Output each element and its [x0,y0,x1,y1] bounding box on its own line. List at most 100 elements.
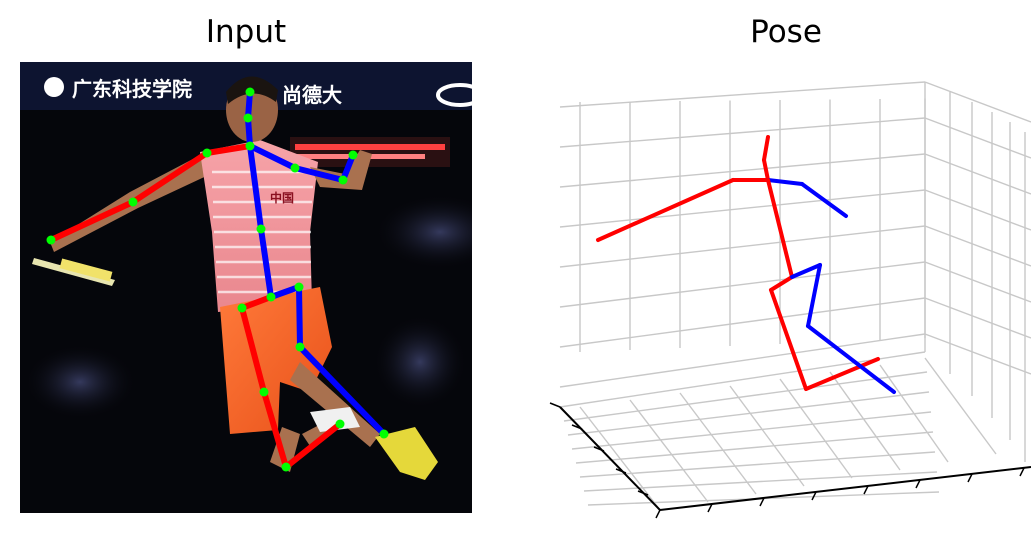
axis-x-tick-3 [811,491,817,501]
axis-x-tick-0 [655,509,661,519]
axis-x-tick-2 [759,497,765,507]
grid-floor-v-1 [629,399,709,503]
skeleton-2d [46,87,389,472]
grid-right-h-6 [924,297,1031,339]
axis-x-tick-4 [863,485,869,495]
joint-2d-rwr [46,235,56,245]
joint-2d-rtoe [335,419,345,429]
axis-x-line [659,466,1031,511]
grid-back-h-0 [559,81,926,108]
pose-panel-title: Pose [750,14,822,50]
bone-3d-chest-hip [766,178,794,279]
grid-back-h-2 [559,153,926,188]
bone-3d-hip-rhip [769,275,794,292]
bone-2d-neck-chest [245,115,253,149]
axis-x-tick-1 [707,503,713,513]
axis-x-tick-7 [1019,467,1025,477]
grid-floor-d-1 [563,371,928,422]
grid-back-h-4 [559,225,926,268]
bone-2d-chest-spine [247,143,264,232]
joint-2d-lsh [290,163,300,173]
grid-right-h-1 [924,117,1031,159]
grid-right-h-5 [924,261,1031,303]
banner-text-right: 尚德大 [282,83,342,107]
bone-3d-neck-chest [762,158,770,182]
pose-3d-grid [549,81,1031,519]
joint-2d-rknee [259,387,269,397]
grid-floor-d-4 [575,431,934,464]
banner: 广东科技学院 尚德大 [44,77,472,107]
joint-2d-lwr [348,150,358,160]
grid-floor-v-2 [679,392,757,495]
grid-back-h-6 [559,297,926,348]
axis-y-tick-3 [615,468,627,474]
grid-floor-d-0 [559,351,926,408]
bone-3d-hip-lhip [790,263,822,279]
grid-right-h-4 [924,225,1031,267]
bone-3d-top-neck [762,135,770,162]
bone-3d-chest-lsh [766,178,804,186]
grid-back-h-7 [559,333,926,388]
bone-2d-rhip-rknee [239,305,267,395]
grid-floor-v-7 [924,357,997,455]
axis-y-tick-2 [593,446,605,452]
joint-2d-spine [256,224,266,234]
grid-right-h-7 [924,333,1031,375]
axis-y-tick-0 [549,402,561,408]
joint-2d-rsh [202,148,212,158]
joint-2d-hip [266,292,276,302]
grid-back-h-1 [559,117,926,148]
joint-2d-chest [245,141,255,151]
grid-right-h-0 [924,81,1031,123]
grid-floor-d-5 [579,451,936,478]
bone-3d-rknee-rfoot [804,357,880,391]
joint-2d-lknee [295,342,305,352]
joint-2d-lelb [338,175,348,185]
bone-2d-chest-lsh [247,143,298,171]
axis-x-tick-5 [915,479,921,489]
joint-2d-relb [128,197,138,207]
grid-floor-v-0 [579,406,661,511]
grid-floor-v-3 [729,385,805,487]
banner-text-left: 广东科技学院 [72,77,192,101]
grid-back-h-5 [559,261,926,308]
grid-right-h-2 [924,153,1031,195]
axis-x-tick-6 [967,473,973,483]
joint-2d-head [245,87,255,97]
bone-3d-lsh-lhand [800,182,848,218]
grid-right-h-3 [924,189,1031,231]
pose-3d-plot [549,81,1031,519]
bone-2d-relb-rwr [48,199,136,243]
joint-2d-lank [379,429,389,439]
grid-floor-d-2 [567,391,930,436]
bone-2d-rsh-relb [130,150,210,205]
joint-2d-rhip [237,303,247,313]
jersey-text: 中国 [270,190,294,205]
axis-y-tick-4 [637,490,649,496]
grid-floor-d-6 [583,471,938,492]
bone-2d-hip-rhip [239,294,274,311]
grid-floor-v-6 [879,364,949,463]
grid-floor-v-5 [829,371,901,471]
bone-3d-rhip-rknee [769,288,808,391]
bone-2d-lsh-lelb [292,165,346,183]
bone-2d-hip-lhip [268,284,302,300]
grid-back-h-3 [559,189,926,228]
bone-3d-lhip-lknee [806,263,822,328]
bone-2d-chest-rsh [204,143,253,156]
bone-2d-lknee-lank [297,344,387,437]
bone-2d-spine-hip [258,226,274,300]
grid-floor-d-3 [571,411,932,450]
grid-floor-v-4 [779,378,853,479]
bone-2d-rknee-rank [261,389,289,470]
skeleton-3d [596,135,896,394]
bone-3d-rsh-rhand [596,178,735,242]
bone-3d-lknee-lank [806,324,896,394]
bone-2d-lhip-lknee [296,284,303,350]
input-panel-title: Input [205,14,287,50]
joint-2d-lhip [294,282,304,292]
joint-2d-neck [243,113,253,123]
input-image: 广东科技学院 尚德大 中国 [20,62,472,513]
bone-2d-rank-rtoe [283,421,343,470]
joint-2d-rank [281,462,291,472]
